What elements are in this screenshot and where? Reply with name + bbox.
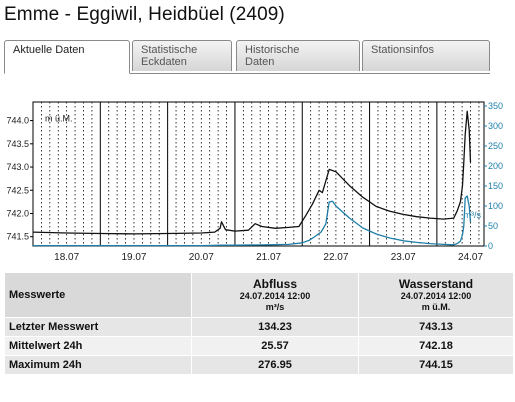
wasserstand-value: 744.15 bbox=[358, 355, 514, 375]
table-row: Maximum 24h 276.95 744.15 bbox=[4, 355, 514, 375]
column-unit: m ü.M. bbox=[421, 302, 451, 312]
water-level-line bbox=[32, 110, 472, 235]
page-title: Emme - Eggiwil, Heidbüel (2409) bbox=[4, 4, 285, 25]
column-abfluss: Abfluss 24.07.2014 12:00 m³/s bbox=[191, 272, 359, 318]
right-axis-label: m³/s bbox=[464, 210, 482, 220]
left-tick-label: 741.5 bbox=[6, 232, 29, 242]
right-tick-label: 300 bbox=[488, 121, 503, 131]
tab-bar: Aktuelle Daten Statistische Eckdaten His… bbox=[4, 40, 490, 74]
tab-label: Aktuelle Daten bbox=[13, 44, 85, 56]
discharge-line bbox=[33, 195, 472, 247]
table-row: Mittelwert 24h 25.57 742.18 bbox=[4, 336, 514, 356]
right-tick-label: 150 bbox=[488, 181, 503, 191]
wasserstand-value: 742.18 bbox=[358, 336, 514, 356]
x-tick-label: 23.07 bbox=[391, 252, 416, 263]
abfluss-value: 25.57 bbox=[191, 336, 359, 356]
column-unit: m³/s bbox=[265, 302, 285, 312]
tab-label-line2: Eckdaten bbox=[141, 56, 187, 68]
wasserstand-value: 743.13 bbox=[358, 317, 514, 337]
x-tick-label: 18.07 bbox=[54, 252, 79, 263]
left-tick-label: 742.0 bbox=[6, 208, 29, 218]
tab-statistische-eckdaten[interactable]: Statistische Eckdaten bbox=[132, 40, 232, 71]
right-tick-label: 100 bbox=[488, 201, 503, 211]
table-header-label: Messwerte bbox=[4, 272, 192, 318]
hydrograph-chart: 744.0 743.5 743.0 742.5 742.0 741.5 350 300 250 2… bbox=[6, 101, 503, 263]
x-tick-label: 19.07 bbox=[121, 252, 146, 263]
row-label: Letzter Messwert bbox=[4, 317, 192, 337]
abfluss-value: 276.95 bbox=[191, 355, 359, 375]
column-date: 24.07.2014 12:00 bbox=[400, 291, 472, 301]
x-tick-label: 20.07 bbox=[189, 252, 214, 263]
right-tick-label: 0 bbox=[488, 241, 493, 251]
plot-frame bbox=[32, 101, 485, 247]
table-row: Letzter Messwert 134.23 743.13 bbox=[4, 317, 514, 337]
table-header-row: Messwerte Abfluss 24.07.2014 12:00 m³/s … bbox=[4, 272, 514, 318]
tab-label: Historische bbox=[245, 44, 300, 56]
left-tick-label: 743.0 bbox=[6, 162, 29, 172]
tab-underline bbox=[4, 73, 490, 74]
x-tick-label: 24.07 bbox=[458, 252, 483, 263]
tab-label-line2: Daten bbox=[245, 56, 275, 68]
tab-label: Statistische bbox=[141, 44, 198, 56]
tab-label: Stationsinfos bbox=[371, 44, 434, 56]
measurement-table: Messwerte Abfluss 24.07.2014 12:00 m³/s … bbox=[4, 272, 514, 375]
abfluss-value: 134.23 bbox=[191, 317, 359, 337]
left-tick-label: 742.5 bbox=[6, 185, 29, 195]
tab-stationsinfos[interactable]: Stationsinfos bbox=[362, 40, 490, 71]
column-wasserstand: Wasserstand 24.07.2014 12:00 m ü.M. bbox=[358, 272, 514, 318]
left-tick-label: 744.0 bbox=[6, 116, 29, 126]
right-tick-label: 200 bbox=[488, 161, 503, 171]
column-title: Abfluss bbox=[252, 277, 297, 291]
tab-aktuelle-daten[interactable]: Aktuelle Daten bbox=[4, 40, 130, 74]
x-tick-label: 22.07 bbox=[323, 252, 348, 263]
right-tick-label: 250 bbox=[488, 141, 503, 151]
tab-historische-daten[interactable]: Historische Daten bbox=[236, 40, 360, 71]
left-axis-label: m ü.M. bbox=[45, 113, 73, 123]
left-tick-label: 743.5 bbox=[6, 139, 29, 149]
right-tick-label: 50 bbox=[488, 221, 498, 231]
x-tick-label: 21.07 bbox=[256, 252, 281, 263]
column-date: 24.07.2014 12:00 bbox=[239, 291, 311, 301]
column-title: Wasserstand bbox=[398, 277, 474, 291]
row-label: Mittelwert 24h bbox=[4, 336, 192, 356]
row-label: Maximum 24h bbox=[4, 355, 192, 375]
right-tick-label: 350 bbox=[488, 101, 503, 111]
